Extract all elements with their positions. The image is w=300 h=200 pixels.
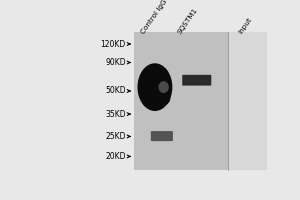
Text: 90KD: 90KD (105, 58, 126, 67)
Text: 35KD: 35KD (105, 110, 126, 119)
FancyBboxPatch shape (151, 131, 173, 141)
Ellipse shape (137, 63, 172, 111)
Ellipse shape (158, 81, 169, 93)
Text: Control IgG: Control IgG (140, 0, 168, 35)
Bar (134, 32, 228, 170)
Text: 25KD: 25KD (105, 132, 126, 141)
Text: 20KD: 20KD (105, 152, 126, 161)
Text: 120KD: 120KD (100, 40, 126, 49)
Ellipse shape (144, 90, 170, 107)
FancyBboxPatch shape (182, 75, 211, 86)
Bar (228, 32, 266, 170)
Text: Input: Input (238, 16, 253, 35)
Text: 50KD: 50KD (105, 86, 126, 95)
Text: SQSTM1: SQSTM1 (177, 7, 199, 35)
